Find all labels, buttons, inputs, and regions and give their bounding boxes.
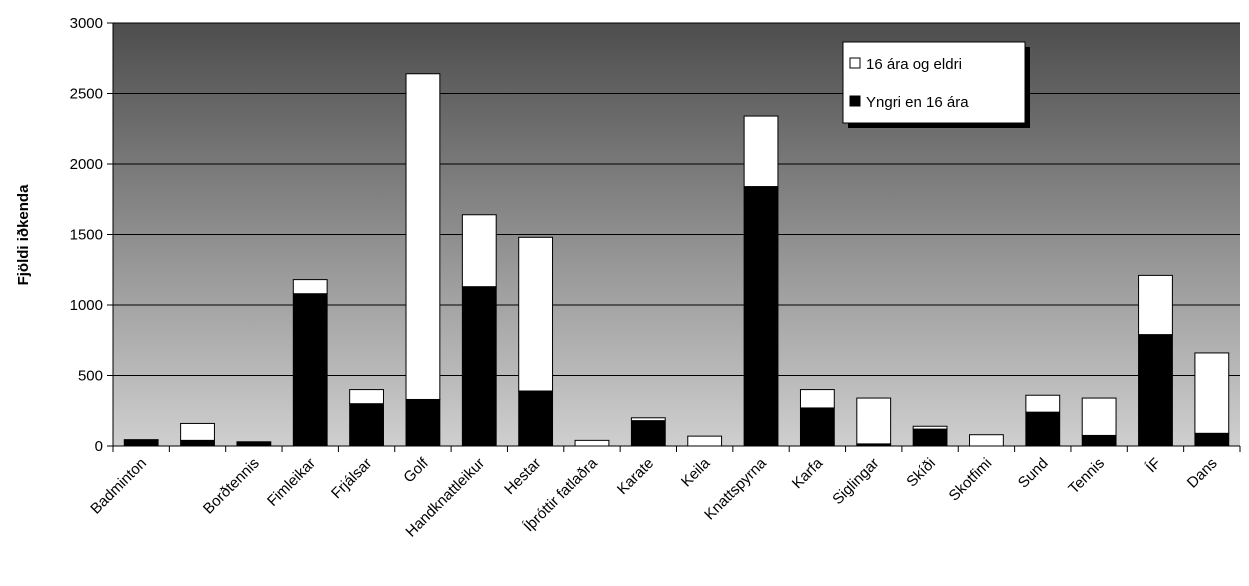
bar-segment (799, 389, 835, 409)
legend-label: Yngri en 16 ára (866, 94, 969, 111)
bar-segment (743, 115, 779, 188)
bar-segment (292, 279, 328, 295)
legend: 16 ára og eldri Yngri en 16 ára (842, 41, 1030, 128)
bar-segment (912, 428, 948, 447)
bar-segment (1081, 397, 1117, 436)
legend-swatch (849, 95, 861, 107)
x-tick-label: Frjálsar (328, 455, 375, 502)
y-tick-label: 0 (95, 438, 103, 455)
bar-segment (236, 441, 272, 447)
bar-segment (461, 286, 497, 447)
x-tick-label: Karfa (789, 454, 827, 492)
y-tick-label: 3000 (70, 15, 103, 32)
bar-segment (292, 293, 328, 447)
bar-segment (349, 389, 384, 405)
bar-segment (180, 422, 215, 441)
x-tick-label: Keila (678, 454, 714, 490)
bar-segment (180, 439, 215, 447)
x-tick-label: ÍF (1143, 455, 1164, 476)
x-tick-label: Tennis (1065, 455, 1108, 498)
x-tick-label: Karate (614, 455, 657, 498)
bar-segment (687, 435, 723, 447)
legend-label: 16 ára og eldri (866, 56, 962, 73)
bar-segment (349, 403, 384, 447)
bar-segment (1025, 394, 1061, 413)
bar-segment (1194, 352, 1230, 434)
bar-segment (1138, 334, 1173, 447)
bar-segment (518, 236, 554, 392)
y-axis-label: Fjöldi iðkenda (15, 184, 32, 285)
bar-segment (1138, 274, 1173, 336)
y-tick-label: 1500 (70, 227, 103, 244)
x-tick-label: Knattspyrna (701, 454, 770, 523)
bar-segment (799, 407, 835, 447)
bar-segment (123, 439, 159, 447)
bar-segment (630, 420, 666, 447)
bar-segment (912, 425, 948, 430)
legend-box (842, 41, 1026, 124)
x-tick-label: Skíði (903, 455, 939, 491)
x-tick-label: Borðtennis (200, 455, 263, 518)
x-tick-label: Golf (400, 454, 432, 486)
x-tick-label: Skotfimi (946, 455, 996, 505)
x-tick-label: Dans (1184, 455, 1221, 492)
bar-segment (969, 434, 1004, 447)
bar-segment (1025, 411, 1061, 447)
bar-segment (518, 390, 554, 447)
x-tick-label: Siglingar (829, 455, 882, 508)
bar-segment (405, 398, 441, 447)
bar-segment (630, 417, 666, 422)
x-tick-label: Badminton (87, 455, 150, 518)
x-tick-label: Sund (1015, 455, 1052, 492)
y-tick-label: 2000 (70, 156, 103, 173)
bar-segment (856, 397, 892, 445)
bar-segment (405, 73, 441, 400)
bar-segment (1194, 432, 1230, 447)
legend-swatch (849, 57, 861, 69)
y-tick-label: 1000 (70, 297, 103, 314)
y-tick-label: 2500 (70, 86, 103, 103)
y-tick-label: 500 (78, 368, 103, 385)
bar-segment (461, 214, 497, 288)
x-tick-label: Hestar (501, 455, 544, 498)
x-tick-label: Fimleikar (264, 455, 319, 510)
bar-segment (574, 439, 610, 447)
bar-segment (743, 186, 779, 447)
bar-segment (1081, 434, 1117, 447)
